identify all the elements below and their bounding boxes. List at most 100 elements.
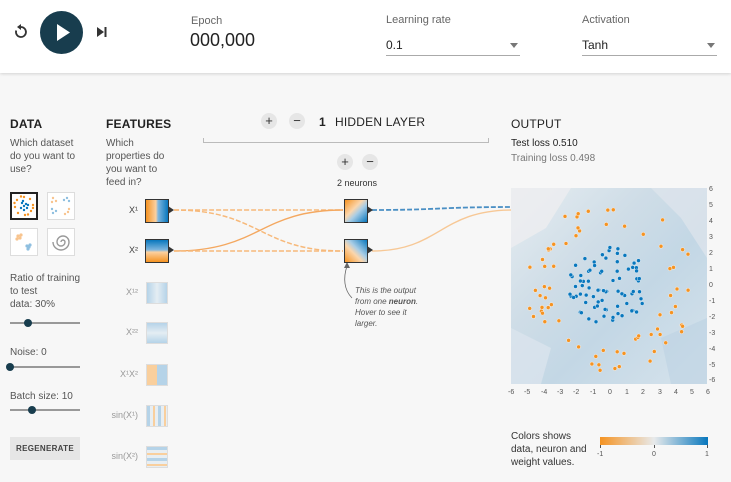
learning-rate-label: Learning rate <box>386 14 451 26</box>
orange-point <box>531 314 536 319</box>
blue-point <box>634 309 639 315</box>
feature-node-x2-squared[interactable] <box>146 322 168 344</box>
blue-point <box>630 265 635 270</box>
y-tick: -1 <box>709 298 716 305</box>
x-tick: -1 <box>590 389 597 396</box>
epoch-label: Epoch <box>191 15 223 27</box>
orange-point <box>576 344 581 350</box>
orange-point <box>663 340 668 346</box>
training-loss: Training loss 0.498 <box>511 153 595 164</box>
blue-point <box>619 313 625 318</box>
reset-icon[interactable] <box>13 24 29 40</box>
ratio-label: Ratio of training to test data: 30% <box>10 272 80 311</box>
step-forward-icon[interactable] <box>96 26 108 38</box>
activation-select[interactable]: Activation Tanh <box>582 14 717 56</box>
dataset-spiral-thumb[interactable] <box>47 228 75 256</box>
hidden-neuron-2[interactable] <box>344 239 368 263</box>
connection-x2-n1 <box>173 209 344 252</box>
ratio-slider[interactable] <box>10 322 80 324</box>
y-tick: 2 <box>709 250 713 257</box>
select-underline <box>386 55 520 56</box>
data-heading: DATA <box>10 117 43 131</box>
dataset-gaussian-thumb[interactable] <box>10 228 38 256</box>
learning-rate-select[interactable]: Learning rate 0.1 <box>386 14 520 56</box>
noise-slider[interactable] <box>10 366 80 368</box>
blue-point <box>600 252 605 257</box>
orange-point <box>671 265 676 270</box>
neuron-tooltip: This is the output from one neuron. Hove… <box>355 285 418 329</box>
feature-node-sin-x2[interactable] <box>146 446 168 468</box>
arrow-right-icon <box>367 206 373 214</box>
dataset-xor-thumb[interactable] <box>47 192 75 220</box>
features-heading: FEATURES <box>106 117 172 131</box>
batch-size-slider[interactable] <box>10 409 80 411</box>
blue-point <box>601 288 606 293</box>
add-neuron-button[interactable]: + <box>337 154 353 170</box>
y-axis-ticks: 6 5 4 3 2 1 0 -1 -2 -3 -4 -5 -6 <box>709 186 723 386</box>
blue-point <box>615 251 620 256</box>
blue-point <box>622 253 628 258</box>
noise-label: Noise: 0 <box>10 347 47 358</box>
play-button[interactable] <box>40 11 83 54</box>
layer-bracket-tick <box>488 138 489 143</box>
blue-point <box>615 246 621 251</box>
hidden-layer-label: HIDDEN LAYER <box>335 115 426 129</box>
output-heatmap[interactable] <box>511 188 707 384</box>
orange-point <box>679 329 684 334</box>
orange-points <box>527 207 691 373</box>
orange-point <box>542 284 547 289</box>
x-tick: 2 <box>641 389 645 396</box>
blue-point <box>615 259 620 264</box>
orange-point <box>596 362 602 368</box>
x-axis-ticks: -6 -5 -4 -3 -2 -1 0 1 2 3 4 5 6 <box>508 389 714 399</box>
feature-label-x2-squared: X²² <box>126 327 138 337</box>
feature-label-x1: X¹ <box>129 205 138 215</box>
orange-point <box>657 312 663 318</box>
blue-point <box>615 288 621 294</box>
orange-point <box>589 361 595 367</box>
heatmap-region <box>511 188 571 248</box>
orange-point <box>641 232 646 237</box>
remove-neuron-button[interactable]: − <box>362 154 378 170</box>
color-legend-bar <box>600 437 708 445</box>
feature-node-x1[interactable] <box>145 199 169 223</box>
tooltip-text: . <box>415 297 419 306</box>
dataset-circle-thumb[interactable] <box>10 192 38 220</box>
orange-point <box>539 305 545 310</box>
blue-point <box>599 269 604 274</box>
x-tick: -6 <box>508 389 515 396</box>
add-layer-button[interactable]: + <box>261 113 277 129</box>
orange-point <box>611 207 616 212</box>
orange-point <box>685 251 691 257</box>
x-tick: -4 <box>541 389 548 396</box>
feature-node-x1-squared[interactable] <box>146 282 168 304</box>
feature-node-sin-x1[interactable] <box>146 405 168 427</box>
x-tick: -3 <box>557 389 564 396</box>
legend-line: data, neuron and <box>511 444 587 455</box>
orange-point <box>543 295 548 301</box>
feature-node-x1x2[interactable] <box>146 364 168 386</box>
orange-point <box>540 310 545 316</box>
prompt-line: you want to <box>106 164 158 175</box>
tooltip-pointer <box>344 265 353 299</box>
blue-point <box>626 266 631 272</box>
remove-layer-button[interactable]: − <box>289 113 305 129</box>
heatmap-region <box>511 328 551 384</box>
orange-point <box>542 264 547 269</box>
blue-point <box>610 315 616 320</box>
hidden-neuron-1[interactable] <box>344 199 368 223</box>
blue-point <box>587 267 593 273</box>
orange-point <box>573 233 579 238</box>
blue-point <box>617 276 622 281</box>
x-tick: 3 <box>658 389 662 396</box>
blue-point <box>599 298 605 303</box>
noise-slider-handle[interactable] <box>6 363 14 371</box>
blue-point <box>637 276 642 281</box>
regenerate-button[interactable]: REGENERATE <box>10 437 80 460</box>
ratio-slider-handle[interactable] <box>24 319 32 327</box>
orange-point <box>658 244 664 249</box>
feature-node-x2[interactable] <box>145 239 169 263</box>
legend-tick-mark <box>654 445 655 448</box>
batch-size-slider-handle[interactable] <box>28 406 36 414</box>
orange-point <box>547 285 552 291</box>
